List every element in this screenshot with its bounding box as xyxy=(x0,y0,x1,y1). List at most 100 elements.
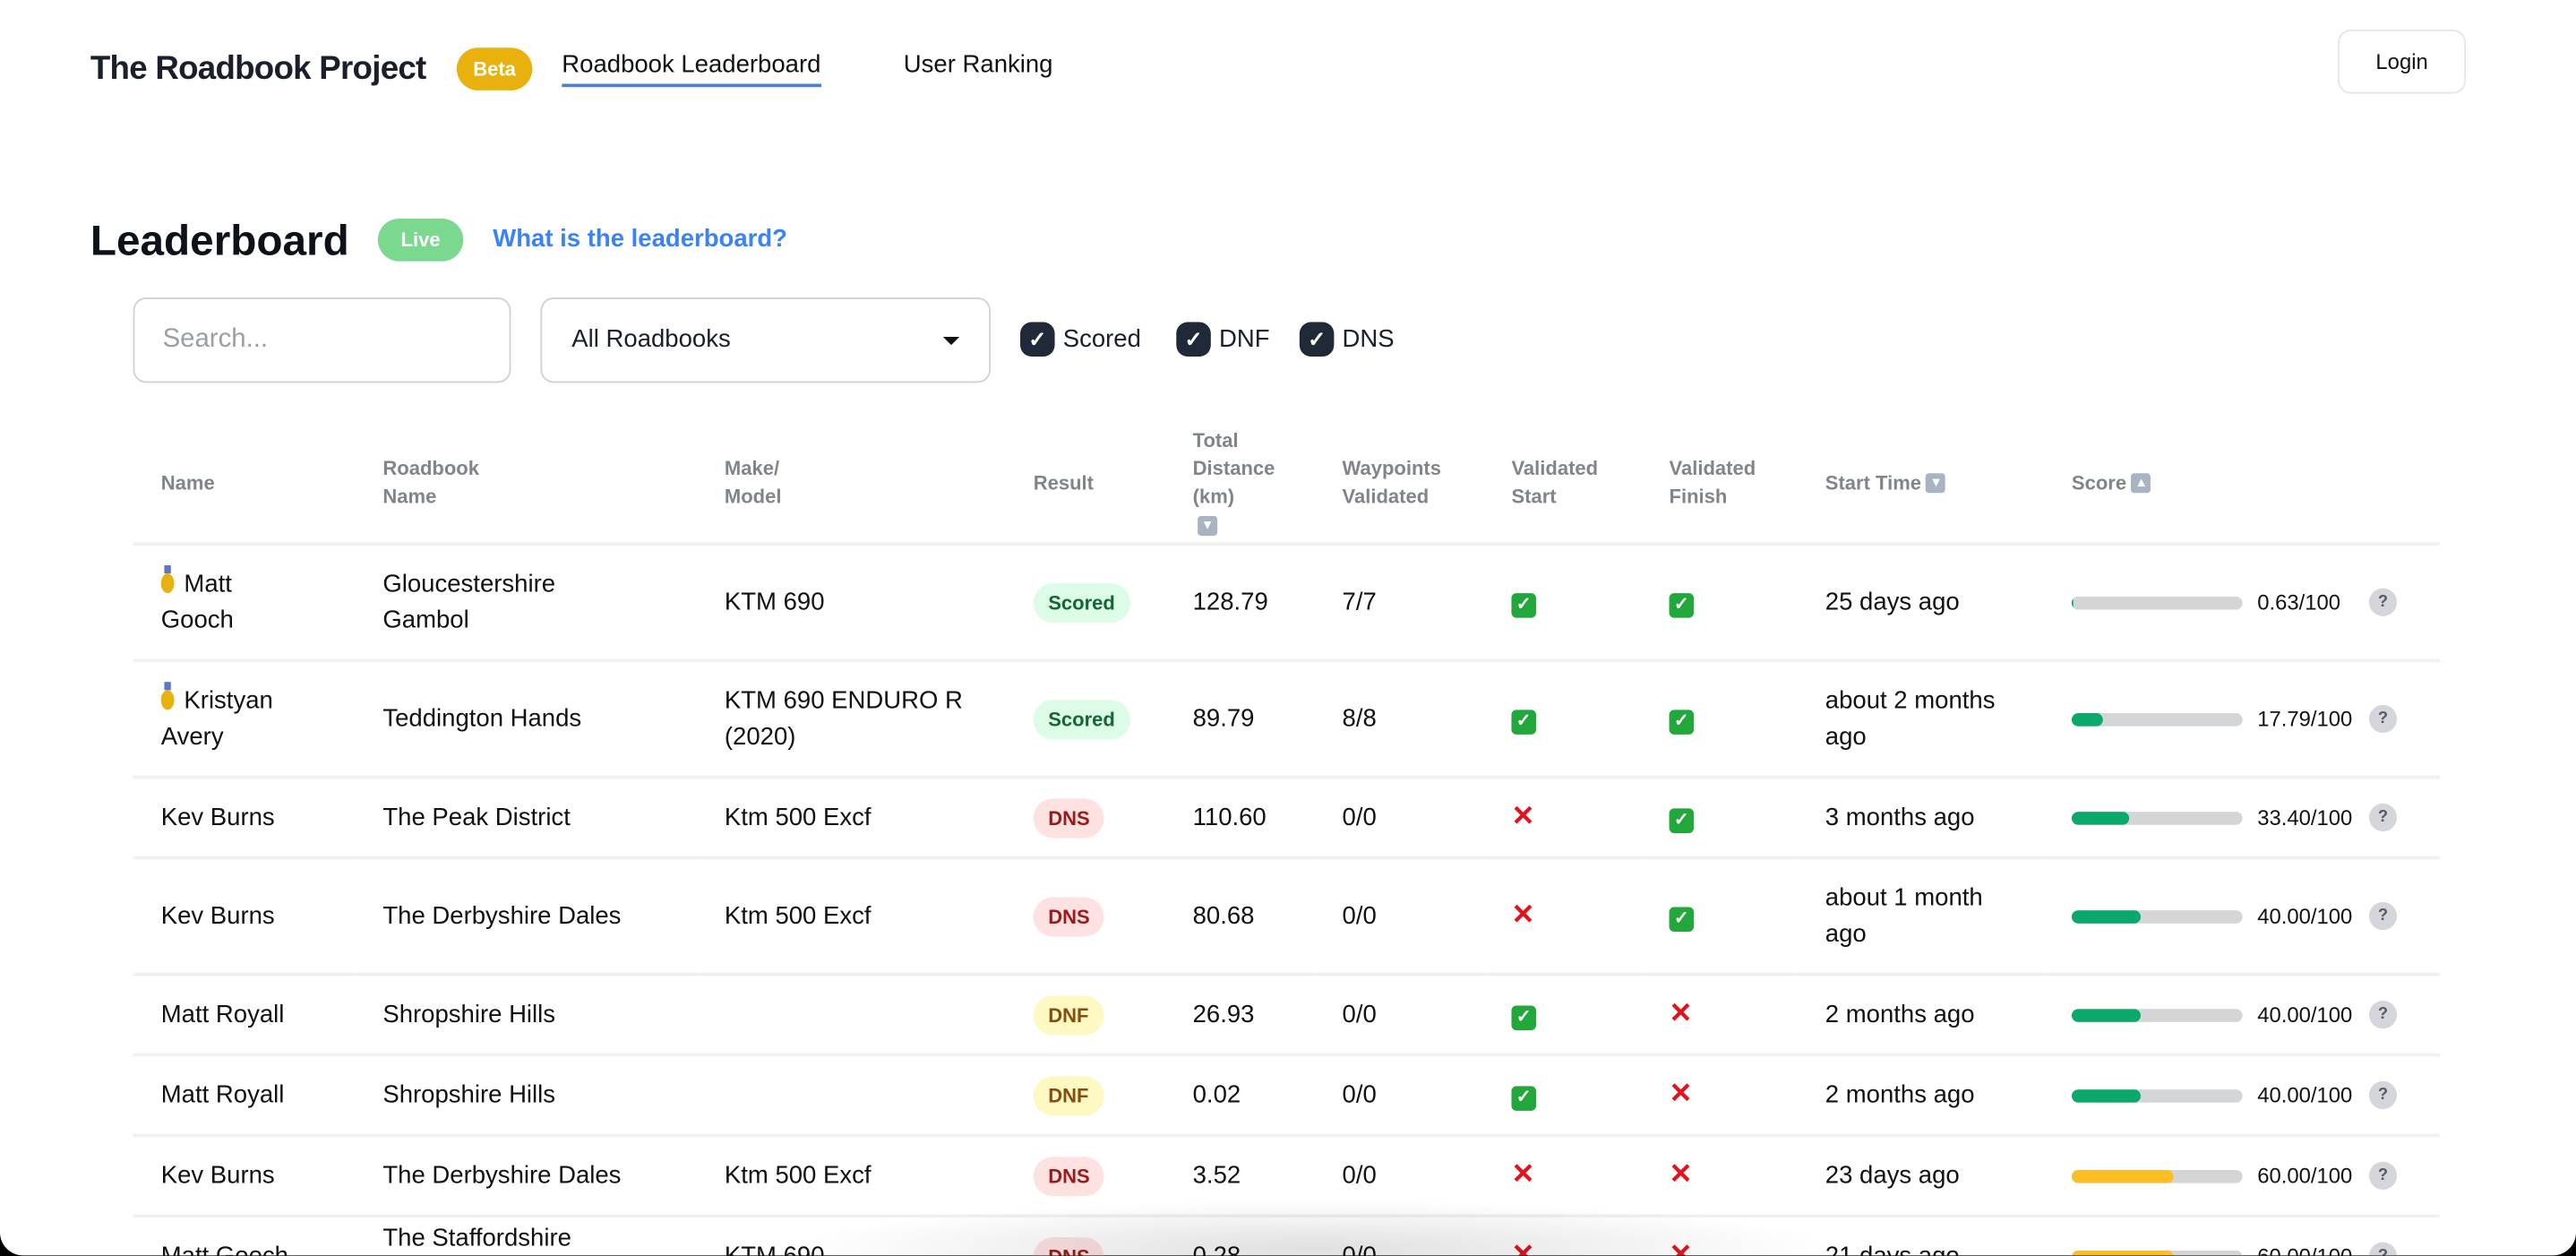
table-row[interactable]: Matt Gooch Gloucestershire Gambol KTM 690 S… xyxy=(133,544,2440,663)
cell-validated-start: ✕ xyxy=(1483,777,1642,860)
brand-logo[interactable]: The Roadbook Project xyxy=(90,50,426,88)
rider-name: Matt Royall xyxy=(160,1080,285,1109)
checkbox-scored[interactable]: ✓ Scored xyxy=(1020,322,1141,357)
cell-roadbook: The Staffordshire Knot xyxy=(355,1216,697,1256)
waypoints-value: 7/7 xyxy=(1342,587,1377,615)
column-header-label: Waypoints Validated xyxy=(1342,456,1442,508)
help-icon[interactable]: ? xyxy=(2368,704,2398,734)
distance-value: 89.79 xyxy=(1192,703,1255,733)
cross-icon: ✕ xyxy=(1511,1157,1535,1190)
start-time: 25 days ago xyxy=(1825,587,1960,615)
sort-down-icon[interactable]: ▼ xyxy=(1926,473,1946,494)
score-value: 40.00/100 xyxy=(2257,1001,2353,1027)
score-bar-fill xyxy=(2071,712,2102,726)
make-model: KTM 690 xyxy=(724,1241,825,1256)
roadbook-select-value: All Roadbooks xyxy=(571,325,731,354)
cell-validated-start: ✕ xyxy=(1483,1216,1642,1256)
column-header-label: Result xyxy=(1033,470,1095,495)
cell-name: Matt Gooch xyxy=(133,1216,356,1256)
help-icon[interactable]: ? xyxy=(2368,588,2398,616)
column-header-label: Validated Finish xyxy=(1669,456,1756,508)
cell-distance: 26.93 xyxy=(1164,974,1315,1057)
beta-badge: Beta xyxy=(456,47,533,90)
column-header-validated-finish: Validated Finish xyxy=(1641,424,1798,546)
score-bar-fill xyxy=(2071,1169,2175,1183)
column-header-score[interactable]: Score ▲ xyxy=(2043,424,2440,546)
score-bar xyxy=(2071,811,2243,824)
cell-validated-start: ✓ xyxy=(1483,1054,1642,1138)
cell-distance: 3.52 xyxy=(1164,1135,1315,1218)
cell-validated-finish: ✓ xyxy=(1641,857,1798,976)
cell-validated-start: ✓ xyxy=(1483,974,1642,1057)
roadbook-select[interactable]: All Roadbooks xyxy=(540,297,992,383)
cell-waypoints: 8/8 xyxy=(1314,660,1484,779)
result-badge: DNF xyxy=(1033,994,1103,1035)
check-icon: ✓ xyxy=(1669,592,1695,617)
column-header-label: Make/ Model xyxy=(724,456,782,508)
cell-distance: 0.28 xyxy=(1164,1216,1315,1256)
leaderboard-table: Name Roadbook Name Make/ Model Result Total … xyxy=(133,424,2440,1256)
help-icon[interactable]: ? xyxy=(2368,902,2398,931)
distance-value: 80.68 xyxy=(1192,901,1255,930)
login-button[interactable]: Login xyxy=(2338,30,2467,94)
help-icon[interactable]: ? xyxy=(2368,1161,2398,1190)
what-is-leaderboard-link[interactable]: What is the leaderboard? xyxy=(493,225,787,254)
distance-value: 0.28 xyxy=(1192,1241,1241,1256)
table-row[interactable]: Matt Royall Shropshire Hills DNF 0.02 0/0 ✓ ✕ 2… xyxy=(133,1054,2440,1138)
roadbook-name: The Derbyshire Dales xyxy=(382,1160,622,1190)
nav-user-ranking[interactable]: User Ranking xyxy=(903,50,1053,80)
rider-name: Kev Burns xyxy=(160,803,275,831)
column-header-label: Name xyxy=(160,470,215,495)
rider-name: Kristyan Avery xyxy=(160,685,273,751)
waypoints-value: 8/8 xyxy=(1342,703,1377,733)
cell-name: Matt Gooch xyxy=(133,544,356,663)
column-header-label: Total Distance (km) xyxy=(1192,428,1275,508)
cell-distance: 80.68 xyxy=(1164,857,1315,976)
score-bar-fill xyxy=(2071,909,2141,923)
rider-name: Kev Burns xyxy=(160,1160,275,1190)
score-bar xyxy=(2071,1088,2243,1102)
cell-waypoints: 0/0 xyxy=(1314,974,1484,1057)
cell-name: Matt Royall xyxy=(133,974,356,1057)
table-row[interactable]: Matt Royall Shropshire Hills DNF 26.93 0/0 ✓ ✕… xyxy=(133,974,2440,1057)
start-time: 23 days ago xyxy=(1825,1160,1960,1190)
cell-waypoints: 0/0 xyxy=(1314,1135,1484,1218)
sort-up-icon[interactable]: ▲ xyxy=(2131,473,2151,494)
column-header-label: Roadbook Name xyxy=(382,456,479,508)
cell-distance: 0.02 xyxy=(1164,1054,1315,1138)
check-icon: ✓ xyxy=(1511,1085,1536,1111)
nav-roadbook-leaderboard[interactable]: Roadbook Leaderboard xyxy=(562,49,821,88)
waypoints-value: 0/0 xyxy=(1342,1000,1377,1028)
column-header-name: Name xyxy=(133,424,356,546)
score-bar-fill xyxy=(2071,1088,2141,1102)
make-model: Ktm 500 Excf xyxy=(724,803,872,831)
cell-validated-start: ✕ xyxy=(1483,1135,1642,1218)
checkbox-dns[interactable]: ✓ DNS xyxy=(1299,322,1395,357)
sort-down-icon[interactable]: ▼ xyxy=(1198,515,1218,536)
table-row[interactable]: Kristyan Avery Teddington Hands KTM 690 EN… xyxy=(133,660,2440,779)
table-row[interactable]: Kev Burns The Derbyshire Dales Ktm 500 Exc… xyxy=(133,1135,2440,1218)
table-row[interactable]: Kev Burns The Peak District Ktm 500 Excf DN… xyxy=(133,777,2440,860)
help-icon[interactable]: ? xyxy=(2368,1080,2398,1110)
checkbox-dnf[interactable]: ✓ DNF xyxy=(1176,322,1270,357)
column-header-start-time[interactable]: Start Time ▼ xyxy=(1797,424,2044,546)
search-input[interactable] xyxy=(133,297,511,383)
cell-result: DNS xyxy=(1005,777,1165,860)
roadbook-name: The Derbyshire Dales xyxy=(382,901,622,930)
table-row[interactable]: Matt Gooch The Staffordshire Knot KTM 690 D… xyxy=(133,1216,2440,1256)
cell-roadbook: The Derbyshire Dales xyxy=(355,1135,697,1218)
score-value: 60.00/100 xyxy=(2257,1162,2353,1188)
help-icon[interactable]: ? xyxy=(2368,803,2398,832)
cross-icon: ✕ xyxy=(1669,996,1693,1028)
help-icon[interactable]: ? xyxy=(2368,1242,2398,1256)
cell-result: DNS xyxy=(1005,1216,1165,1256)
column-header-total-distance[interactable]: Total Distance (km) ▼ xyxy=(1164,424,1315,546)
rider-name: Kev Burns xyxy=(160,901,275,930)
start-time: 2 months ago xyxy=(1825,1000,1975,1028)
table-row[interactable]: Kev Burns The Derbyshire Dales Ktm 500 Exc… xyxy=(133,857,2440,976)
score-bar-fill xyxy=(2071,1249,2175,1256)
help-icon[interactable]: ? xyxy=(2368,1001,2398,1029)
table-body: Matt Gooch Gloucestershire Gambol KTM 690 S… xyxy=(133,544,2440,1256)
roadbook-name: The Staffordshire Knot xyxy=(382,1223,571,1252)
column-header-validated-start: Validated Start xyxy=(1483,424,1642,546)
